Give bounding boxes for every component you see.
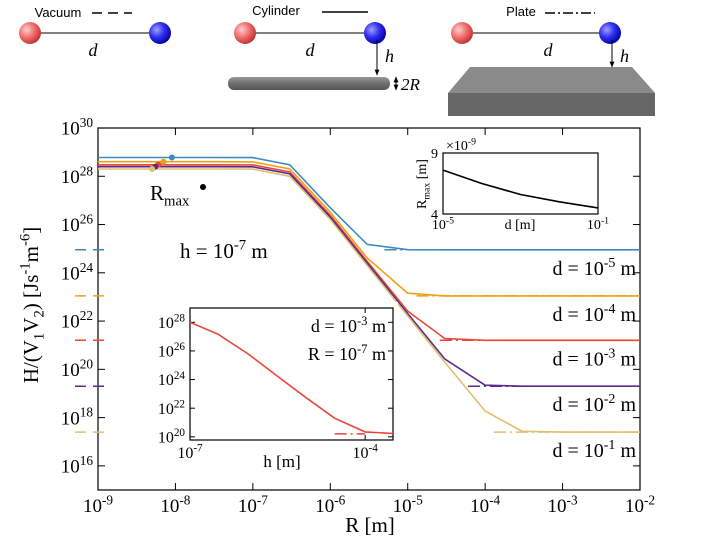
series-line (189, 321, 394, 435)
annotation-dot (200, 184, 206, 190)
x-tick-label: 10-3 (548, 492, 578, 517)
plot-frame (442, 152, 599, 215)
annotation: d = 10-3 m (311, 314, 386, 336)
series-label: d = 10-4 m (552, 302, 636, 326)
y-tick-label: 1024 (158, 370, 186, 389)
y-tick-label: 1024 (61, 260, 94, 285)
rmax-point (168, 154, 175, 161)
y-tick-label: 1028 (158, 313, 186, 332)
series-label: d = 10-1 m (552, 438, 636, 462)
series-line (98, 165, 640, 387)
y-tick-label: 1020 (158, 427, 186, 446)
panel-title: Vacuum (35, 5, 82, 20)
cylinder (228, 77, 390, 90)
panel-title: Cylinder (252, 3, 300, 18)
height-label: h (385, 46, 394, 66)
y-tick-label: 1020 (61, 356, 94, 381)
rmax-point (149, 166, 156, 173)
atom (364, 22, 386, 44)
y-tick-label: 4 (431, 208, 438, 223)
atom (234, 22, 256, 44)
schematic: Vacuum d Cylinder d h 2R Plate d h (19, 3, 655, 116)
plot-frame (189, 307, 394, 441)
x-tick-label: 10-6 (315, 492, 345, 517)
y-tick-label: 9 (431, 147, 438, 162)
atom (599, 22, 621, 44)
y-tick-label: 1022 (61, 308, 93, 333)
annotation: Rmax (150, 181, 190, 209)
y-tick-label: 1028 (61, 163, 94, 188)
x-tick-label: 10-7 (238, 492, 268, 517)
series-label: d = 10-2 m (552, 392, 636, 416)
x-tick-label: 10-8 (160, 492, 190, 517)
series-label: d = 10-5 m (552, 256, 636, 280)
x-tick-label: 10-5 (432, 215, 454, 233)
x-tick-label: 10-7 (177, 443, 203, 462)
y-axis-label: H/(V1V2) [Js-1m-6] (18, 227, 48, 383)
x-tick-label: 10-2 (625, 492, 655, 517)
inset-y-label: Rmax [m] (415, 159, 433, 209)
distance-label: d (544, 40, 554, 60)
height-label: h (620, 46, 629, 66)
plate-top (448, 67, 655, 93)
series-line (98, 164, 640, 342)
annotation: h = 10-7 m (180, 238, 268, 263)
inset-x-label: h [m] (263, 452, 300, 471)
radius-label: 2R (401, 75, 421, 94)
y-tick-label: 1018 (61, 405, 94, 430)
distance-label: d (306, 40, 316, 60)
x-tick-label: 10-4 (470, 492, 500, 517)
y-multiplier: ×10-9 (446, 136, 476, 154)
y-tick-label: 1016 (61, 453, 94, 478)
series-label: d = 10-3 m (552, 346, 636, 370)
y-tick-label: 1030 (61, 115, 94, 140)
inset-x-label: d [m] (505, 218, 536, 233)
x-tick-label: 10-4 (352, 443, 378, 462)
y-tick-label: 1026 (158, 341, 186, 360)
x-tick-label: 10-1 (587, 215, 609, 233)
series-line (442, 169, 599, 209)
atom (149, 22, 171, 44)
plot-frame (97, 127, 641, 491)
inset-background (146, 302, 398, 474)
x-tick-label: 10-5 (393, 492, 423, 517)
atom (19, 22, 41, 44)
atom (451, 22, 473, 44)
annotation: R = 10-7 m (308, 342, 386, 364)
x-axis-label: R [m] (345, 513, 395, 537)
plate-front (448, 93, 655, 116)
rmax-point (160, 158, 167, 165)
y-tick-label: 1026 (61, 212, 94, 237)
y-tick-label: 1022 (158, 398, 185, 417)
panel-title: Plate (506, 4, 536, 19)
x-tick-label: 10-9 (83, 492, 113, 517)
distance-label: d (89, 40, 99, 60)
